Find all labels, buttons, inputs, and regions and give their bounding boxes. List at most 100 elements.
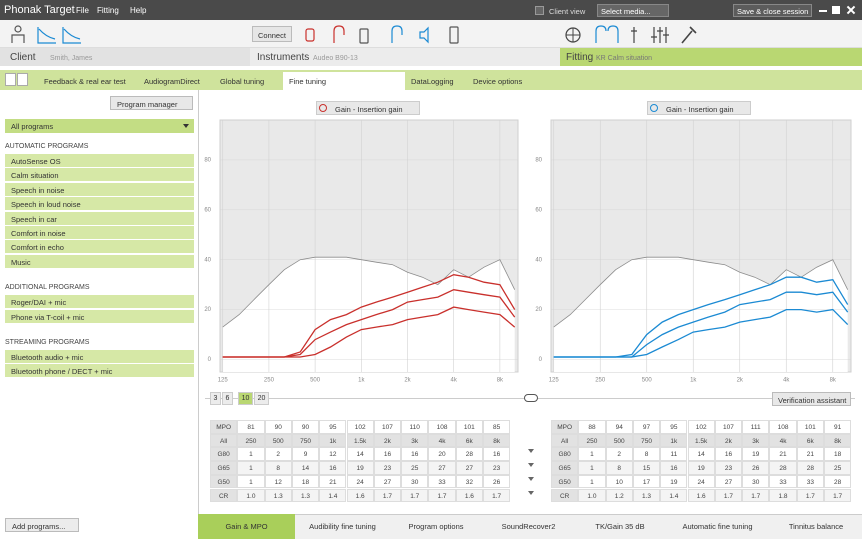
program-item[interactable]: Roger/DAI + mic: [5, 295, 194, 310]
table-cell[interactable]: 28: [769, 461, 797, 475]
table-cell[interactable]: 18: [291, 474, 320, 489]
program-item[interactable]: Comfort in noise: [5, 226, 194, 240]
table-cell[interactable]: 14: [687, 447, 715, 462]
step-arrow[interactable]: [528, 449, 534, 453]
bottom-tab[interactable]: Audibility fine tuning: [309, 522, 376, 531]
table-cell[interactable]: 33: [769, 474, 797, 489]
table-cell[interactable]: 27: [714, 474, 743, 489]
bottom-tab[interactable]: Automatic fine tuning: [682, 522, 753, 531]
table-cell[interactable]: 21: [769, 447, 797, 462]
table-cell[interactable]: 1k: [660, 433, 688, 448]
bottom-tab[interactable]: Tinnitus balance: [788, 522, 844, 531]
table-cell[interactable]: 33: [428, 474, 456, 489]
table-cell[interactable]: 21: [796, 447, 824, 462]
table-cell[interactable]: 1.8: [769, 488, 797, 503]
table-cell[interactable]: 15: [632, 461, 661, 475]
menu-item[interactable]: Fitting: [97, 6, 119, 15]
table-cell[interactable]: 4k: [428, 433, 456, 448]
table-cell[interactable]: 250: [578, 433, 606, 448]
table-cell[interactable]: 2k: [714, 433, 743, 448]
program-item[interactable]: Phone via T-coil + mic: [5, 309, 194, 324]
table-cell[interactable]: 1.0: [578, 488, 606, 503]
table-cell[interactable]: 500: [264, 433, 292, 448]
table-cell[interactable]: 8: [264, 461, 292, 475]
maximize-button[interactable]: [832, 6, 840, 14]
program-item[interactable]: Speech in loud noise: [5, 197, 194, 212]
table-cell[interactable]: 6k: [796, 433, 824, 448]
table-cell[interactable]: 26: [742, 461, 770, 475]
table-cell[interactable]: 16: [483, 447, 511, 462]
table-cell[interactable]: 1.5k: [346, 433, 374, 448]
table-cell[interactable]: 750: [291, 433, 320, 448]
bottom-tab[interactable]: Program options: [408, 522, 464, 531]
bottom-tab-active[interactable]: Gain & MPO: [198, 514, 295, 539]
table-cell[interactable]: 19: [687, 461, 715, 475]
table-cell[interactable]: 19: [346, 461, 374, 475]
program-item[interactable]: Bluetooth phone / DECT + mic: [5, 364, 194, 379]
bottom-tab[interactable]: SoundRecover2: [501, 522, 556, 531]
level-button[interactable]: 10: [238, 392, 253, 405]
table-cell[interactable]: 24: [346, 474, 374, 489]
table-cell[interactable]: 8: [632, 447, 661, 462]
bottom-tab[interactable]: TK/Gain 35 dB: [595, 522, 645, 531]
table-cell[interactable]: 23: [483, 461, 511, 475]
table-cell[interactable]: 8k: [483, 433, 511, 448]
media-select[interactable]: Select media...: [597, 4, 669, 17]
program-item[interactable]: AutoSense OS: [5, 154, 194, 168]
table-cell[interactable]: 1.4: [319, 488, 347, 503]
table-cell[interactable]: 9: [291, 447, 320, 462]
table-cell[interactable]: 1.7: [483, 488, 511, 503]
program-manager-button[interactable]: Program manager: [110, 96, 193, 110]
add-programs-button[interactable]: Add programs...: [5, 518, 79, 532]
table-cell[interactable]: 14: [346, 447, 374, 462]
level-button[interactable]: 3: [210, 392, 221, 405]
table-cell[interactable]: 8k: [824, 433, 852, 448]
table-cell[interactable]: 6k: [455, 433, 483, 448]
table-cell[interactable]: 3k: [401, 433, 429, 448]
table-cell[interactable]: 1.7: [796, 488, 824, 503]
table-cell[interactable]: 30: [401, 474, 429, 489]
table-cell[interactable]: 1.0: [237, 488, 265, 503]
table-cell[interactable]: 16: [319, 461, 347, 475]
table-cell[interactable]: 25: [824, 461, 852, 475]
table-cell[interactable]: 23: [373, 461, 402, 475]
link-button[interactable]: [524, 394, 538, 402]
table-cell[interactable]: 16: [660, 461, 688, 475]
table-cell[interactable]: 30: [742, 474, 770, 489]
table-cell[interactable]: 23: [714, 461, 743, 475]
table-cell[interactable]: 32: [455, 474, 483, 489]
table-cell[interactable]: 250: [237, 433, 265, 448]
table-cell[interactable]: 1k: [319, 433, 347, 448]
chart-header[interactable]: Gain - Insertion gain: [647, 101, 751, 115]
table-cell[interactable]: 1.7: [742, 488, 770, 503]
tab[interactable]: AudiogramDirect: [144, 77, 200, 86]
table-cell[interactable]: 18: [824, 447, 852, 462]
table-cell[interactable]: 1: [237, 474, 265, 489]
program-selector[interactable]: All programs: [5, 119, 194, 133]
table-cell[interactable]: 17: [632, 474, 661, 489]
checkbox[interactable]: [535, 6, 544, 15]
tab[interactable]: Device options: [473, 77, 523, 86]
tab[interactable]: Feedback & real ear test: [44, 77, 126, 86]
table-cell[interactable]: 11: [660, 447, 688, 462]
table-cell[interactable]: 1.3: [291, 488, 320, 503]
level-button[interactable]: 20: [254, 392, 269, 405]
table-cell[interactable]: 4k: [769, 433, 797, 448]
table-cell[interactable]: 8: [605, 461, 633, 475]
step-arrow[interactable]: [528, 491, 534, 495]
table-cell[interactable]: 21: [319, 474, 347, 489]
program-item[interactable]: Speech in car: [5, 211, 194, 226]
table-cell[interactable]: 1.5k: [687, 433, 715, 448]
table-cell[interactable]: 16: [373, 447, 402, 462]
table-cell[interactable]: 2k: [373, 433, 402, 448]
table-cell[interactable]: 1.6: [687, 488, 715, 503]
table-cell[interactable]: 10: [605, 474, 633, 489]
table-cell[interactable]: 26: [483, 474, 511, 489]
table-cell[interactable]: 27: [455, 461, 483, 475]
table-cell[interactable]: 20: [428, 447, 456, 462]
tab[interactable]: DataLogging: [411, 77, 454, 86]
table-cell[interactable]: 16: [714, 447, 743, 462]
table-cell[interactable]: 1.2: [605, 488, 633, 503]
table-cell[interactable]: 27: [373, 474, 402, 489]
table-cell[interactable]: 24: [687, 474, 715, 489]
